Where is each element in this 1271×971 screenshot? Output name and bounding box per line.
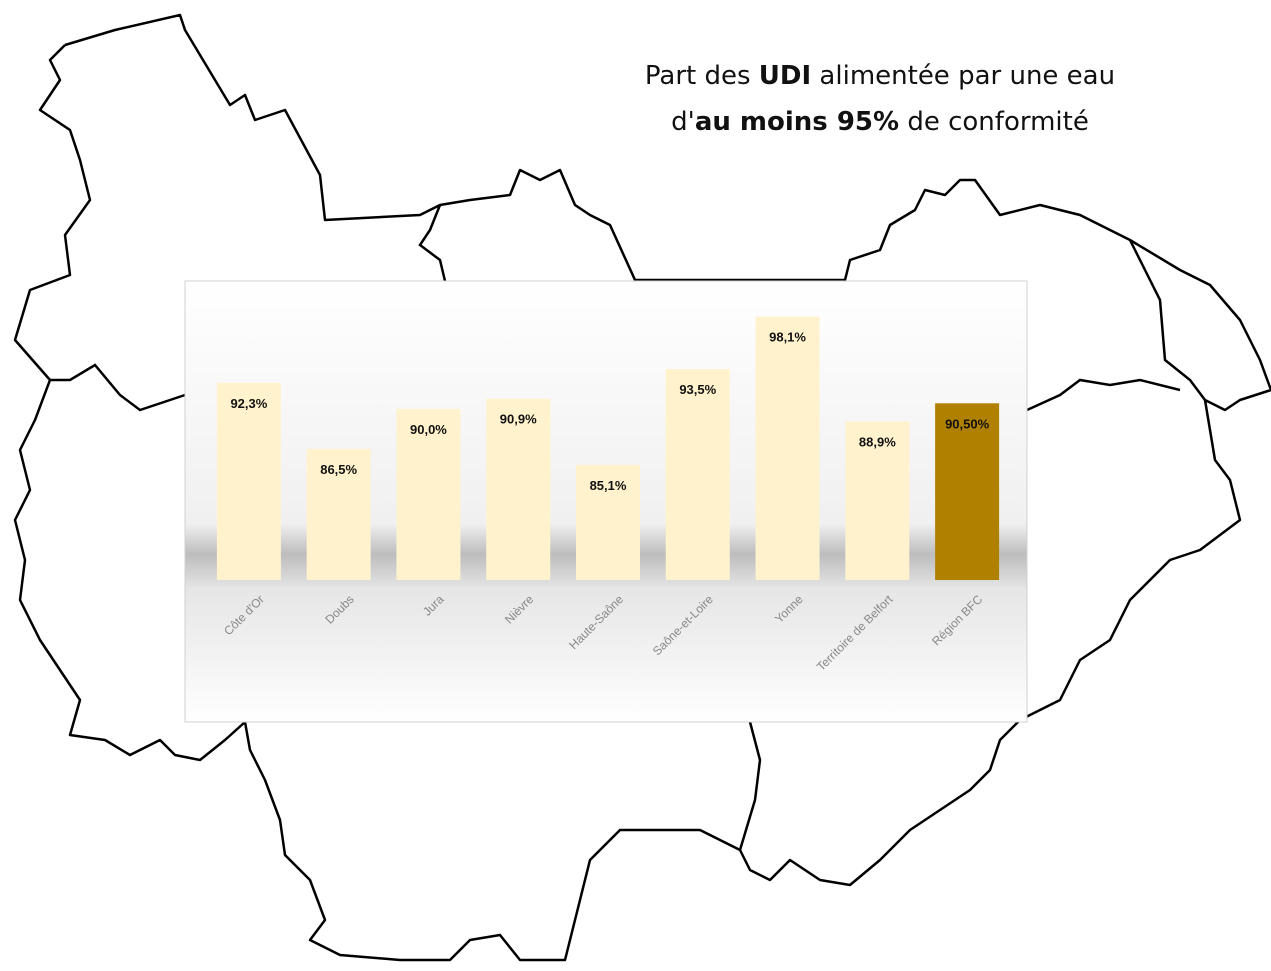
value-label: 93,5%: [679, 382, 716, 397]
title-run: de conformité: [899, 107, 1089, 137]
value-label: 90,50%: [945, 416, 990, 431]
map-outline: [13, 13, 1271, 962]
bar: [216, 382, 281, 580]
map-border: [1026, 378, 1181, 412]
chart-title: Part des UDI alimentée par une eau: [645, 61, 1115, 91]
bar: [306, 448, 371, 580]
map-border: [738, 721, 762, 851]
value-label: 90,0%: [410, 422, 447, 437]
bar: [845, 421, 910, 580]
value-label: 86,5%: [320, 462, 357, 477]
title-run: UDI: [759, 61, 811, 91]
bar: [755, 316, 820, 580]
bar: [396, 409, 461, 580]
map-border: [1128, 239, 1206, 401]
bar: [576, 464, 640, 580]
title-run: d': [671, 107, 695, 137]
value-label: 85,1%: [590, 478, 627, 493]
bar: [665, 369, 730, 580]
title-run: alimentée par une eau: [811, 61, 1115, 91]
value-label: 90,9%: [500, 412, 537, 427]
title-run: au moins 95%: [695, 107, 899, 137]
map-border: [418, 204, 447, 282]
value-label: 92,3%: [230, 396, 267, 411]
title-run: Part des: [645, 61, 759, 91]
bar: [935, 403, 1000, 580]
value-label: 98,1%: [769, 330, 806, 345]
map-border: [50, 363, 186, 412]
bar: [486, 398, 551, 580]
value-label: 88,9%: [859, 435, 896, 450]
chart-title: d'au moins 95% de conformité: [671, 107, 1089, 137]
